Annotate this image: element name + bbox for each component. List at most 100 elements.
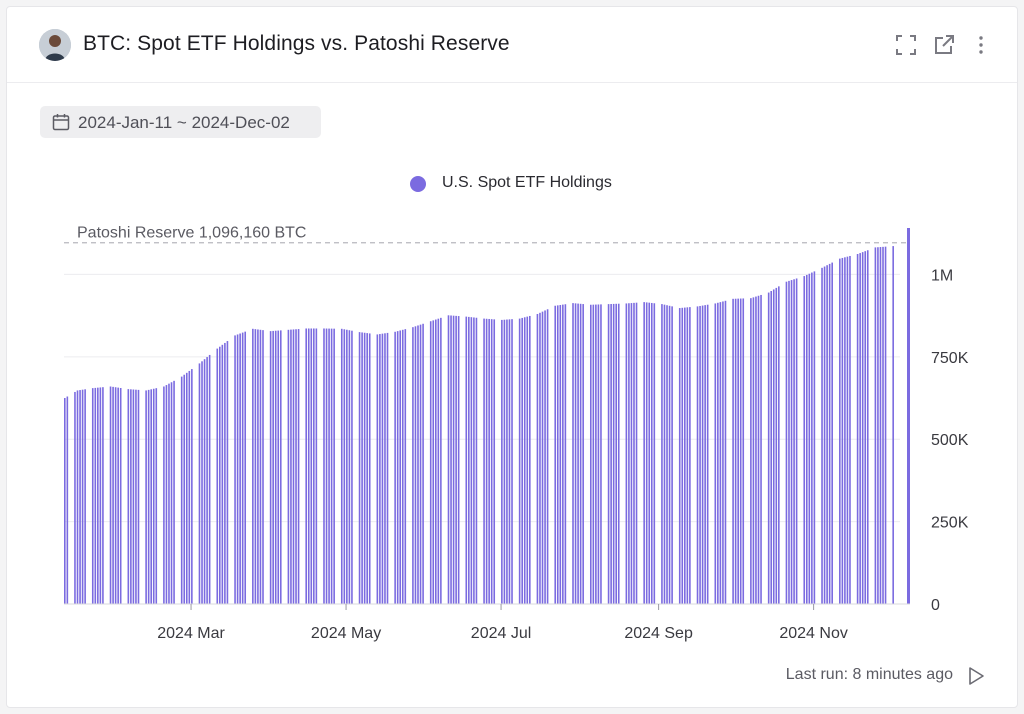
bar[interactable]	[884, 246, 887, 604]
bar[interactable]	[185, 372, 188, 604]
bar[interactable]	[775, 287, 778, 604]
bar[interactable]	[109, 386, 112, 604]
bar[interactable]	[252, 328, 254, 604]
bar[interactable]	[313, 328, 315, 604]
bar[interactable]	[699, 305, 701, 604]
bar[interactable]	[678, 308, 681, 604]
bar[interactable]	[653, 303, 656, 604]
bar[interactable]	[81, 389, 84, 604]
bar[interactable]	[244, 331, 247, 604]
bar[interactable]	[404, 329, 407, 604]
bar[interactable]	[117, 387, 119, 604]
bar[interactable]	[145, 390, 147, 604]
bar[interactable]	[589, 304, 592, 604]
bar[interactable]	[279, 330, 282, 604]
bar[interactable]	[84, 389, 86, 604]
bar[interactable]	[811, 272, 813, 604]
bar[interactable]	[114, 387, 117, 604]
bar[interactable]	[79, 390, 81, 604]
bar[interactable]	[529, 315, 531, 604]
bar[interactable]	[165, 385, 168, 604]
bar[interactable]	[152, 388, 155, 604]
bar[interactable]	[508, 319, 511, 604]
bar[interactable]	[452, 315, 455, 604]
bar[interactable]	[417, 325, 419, 604]
bar[interactable]	[381, 333, 384, 604]
bar[interactable]	[307, 328, 310, 604]
bar[interactable]	[732, 298, 734, 604]
bar[interactable]	[305, 328, 307, 604]
bar[interactable]	[127, 389, 130, 604]
bar[interactable]	[877, 247, 879, 604]
bar[interactable]	[168, 383, 170, 604]
bar[interactable]	[803, 276, 806, 604]
bar[interactable]	[882, 246, 884, 604]
bar[interactable]	[615, 303, 617, 604]
bar[interactable]	[562, 304, 564, 604]
bar[interactable]	[503, 319, 506, 604]
bar[interactable]	[432, 320, 435, 604]
bar[interactable]	[778, 286, 780, 604]
bar[interactable]	[66, 396, 69, 604]
bar[interactable]	[216, 348, 219, 604]
bar[interactable]	[328, 328, 330, 604]
bar[interactable]	[239, 333, 241, 604]
bar[interactable]	[742, 298, 745, 604]
bar[interactable]	[102, 387, 104, 604]
bar[interactable]	[394, 331, 396, 604]
bar[interactable]	[823, 266, 826, 604]
bar[interactable]	[112, 386, 114, 604]
bar[interactable]	[163, 386, 165, 604]
bar[interactable]	[564, 304, 567, 604]
bar[interactable]	[717, 302, 719, 604]
bar[interactable]	[666, 305, 668, 604]
bar[interactable]	[684, 307, 686, 604]
bar[interactable]	[767, 292, 770, 604]
bar[interactable]	[295, 329, 297, 604]
bar[interactable]	[521, 317, 523, 604]
bar[interactable]	[447, 315, 450, 604]
bar[interactable]	[262, 330, 264, 604]
bar[interactable]	[663, 304, 666, 604]
bar[interactable]	[368, 333, 371, 604]
bar[interactable]	[434, 319, 437, 604]
bar[interactable]	[506, 319, 508, 604]
bar[interactable]	[257, 329, 259, 604]
bar[interactable]	[310, 328, 313, 604]
bar[interactable]	[681, 307, 684, 604]
bar[interactable]	[323, 328, 325, 604]
bar[interactable]	[610, 304, 612, 604]
avatar[interactable]	[39, 29, 71, 61]
bar[interactable]	[628, 303, 630, 604]
bar[interactable]	[135, 389, 137, 604]
bar[interactable]	[686, 307, 689, 604]
bar[interactable]	[155, 388, 158, 604]
bar[interactable]	[846, 256, 849, 604]
bar[interactable]	[315, 328, 318, 604]
bar[interactable]	[719, 302, 722, 604]
bar[interactable]	[384, 333, 386, 604]
bar[interactable]	[224, 342, 226, 604]
bar[interactable]	[206, 357, 208, 604]
bar[interactable]	[221, 344, 224, 604]
bar[interactable]	[536, 313, 539, 604]
bar[interactable]	[645, 302, 648, 604]
bar[interactable]	[340, 328, 343, 604]
bar[interactable]	[325, 328, 328, 604]
bar[interactable]	[290, 329, 292, 604]
bar[interactable]	[546, 309, 549, 604]
bar[interactable]	[579, 303, 582, 604]
bar[interactable]	[376, 334, 379, 604]
bar[interactable]	[399, 330, 402, 604]
bar[interactable]	[440, 317, 442, 604]
bar[interactable]	[544, 310, 546, 604]
bar[interactable]	[617, 303, 620, 604]
bar[interactable]	[183, 374, 186, 604]
bar[interactable]	[559, 304, 562, 604]
bar[interactable]	[455, 315, 457, 604]
bar[interactable]	[643, 302, 645, 604]
bar[interactable]	[470, 317, 473, 604]
bar[interactable]	[541, 311, 544, 604]
bar[interactable]	[188, 370, 191, 604]
bar[interactable]	[600, 304, 602, 604]
